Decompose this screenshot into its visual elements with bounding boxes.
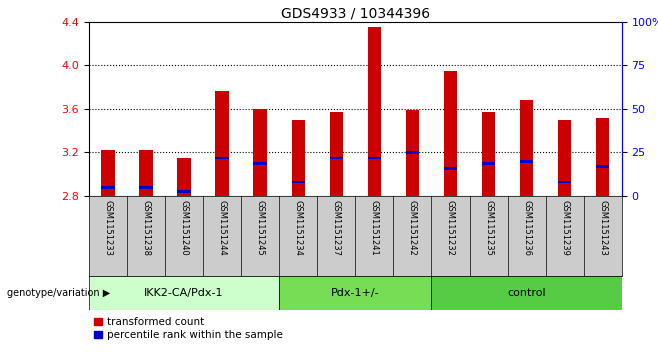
Text: GSM1151236: GSM1151236 (522, 200, 531, 256)
Text: GSM1151232: GSM1151232 (446, 200, 455, 256)
Text: GSM1151243: GSM1151243 (598, 200, 607, 256)
Bar (139, 186, 153, 189)
Bar (596, 165, 609, 168)
Legend: transformed count, percentile rank within the sample: transformed count, percentile rank withi… (94, 317, 282, 340)
Bar (279, 276, 432, 310)
Bar (406, 151, 419, 154)
Text: control: control (507, 288, 546, 298)
Text: GSM1151244: GSM1151244 (218, 200, 226, 256)
Bar (253, 162, 266, 165)
Bar (406, 110, 419, 196)
Text: IKK2-CA/Pdx-1: IKK2-CA/Pdx-1 (144, 288, 224, 298)
Text: GSM1151234: GSM1151234 (293, 200, 303, 256)
Text: genotype/variation ▶: genotype/variation ▶ (7, 288, 110, 298)
Bar (178, 190, 191, 193)
Text: GSM1151242: GSM1151242 (408, 200, 417, 256)
Bar (368, 156, 381, 159)
Bar (178, 158, 191, 196)
Bar (215, 156, 229, 159)
Bar (444, 167, 457, 170)
Bar (101, 150, 114, 196)
Bar (520, 160, 533, 163)
Bar (432, 276, 622, 310)
Bar (253, 109, 266, 196)
Bar (558, 180, 571, 183)
Text: GSM1151238: GSM1151238 (141, 200, 151, 256)
Bar (482, 112, 495, 196)
Text: GSM1151240: GSM1151240 (180, 200, 188, 256)
Text: GSM1151241: GSM1151241 (370, 200, 379, 256)
Bar (444, 71, 457, 196)
Text: GSM1151239: GSM1151239 (560, 200, 569, 256)
Text: GSM1151245: GSM1151245 (256, 200, 265, 256)
Text: GSM1151235: GSM1151235 (484, 200, 493, 256)
Bar (139, 150, 153, 196)
Bar (101, 186, 114, 189)
Bar (482, 162, 495, 165)
Bar (558, 120, 571, 196)
Bar (215, 91, 229, 196)
Text: Pdx-1+/-: Pdx-1+/- (331, 288, 380, 298)
Bar (520, 100, 533, 196)
Bar (291, 180, 305, 183)
Bar (368, 27, 381, 196)
Bar (330, 156, 343, 159)
Text: GSM1151237: GSM1151237 (332, 200, 341, 256)
Bar (89, 276, 279, 310)
Bar (330, 112, 343, 196)
Title: GDS4933 / 10344396: GDS4933 / 10344396 (281, 7, 430, 21)
Text: GSM1151233: GSM1151233 (103, 200, 113, 256)
Bar (291, 120, 305, 196)
Bar (596, 118, 609, 196)
